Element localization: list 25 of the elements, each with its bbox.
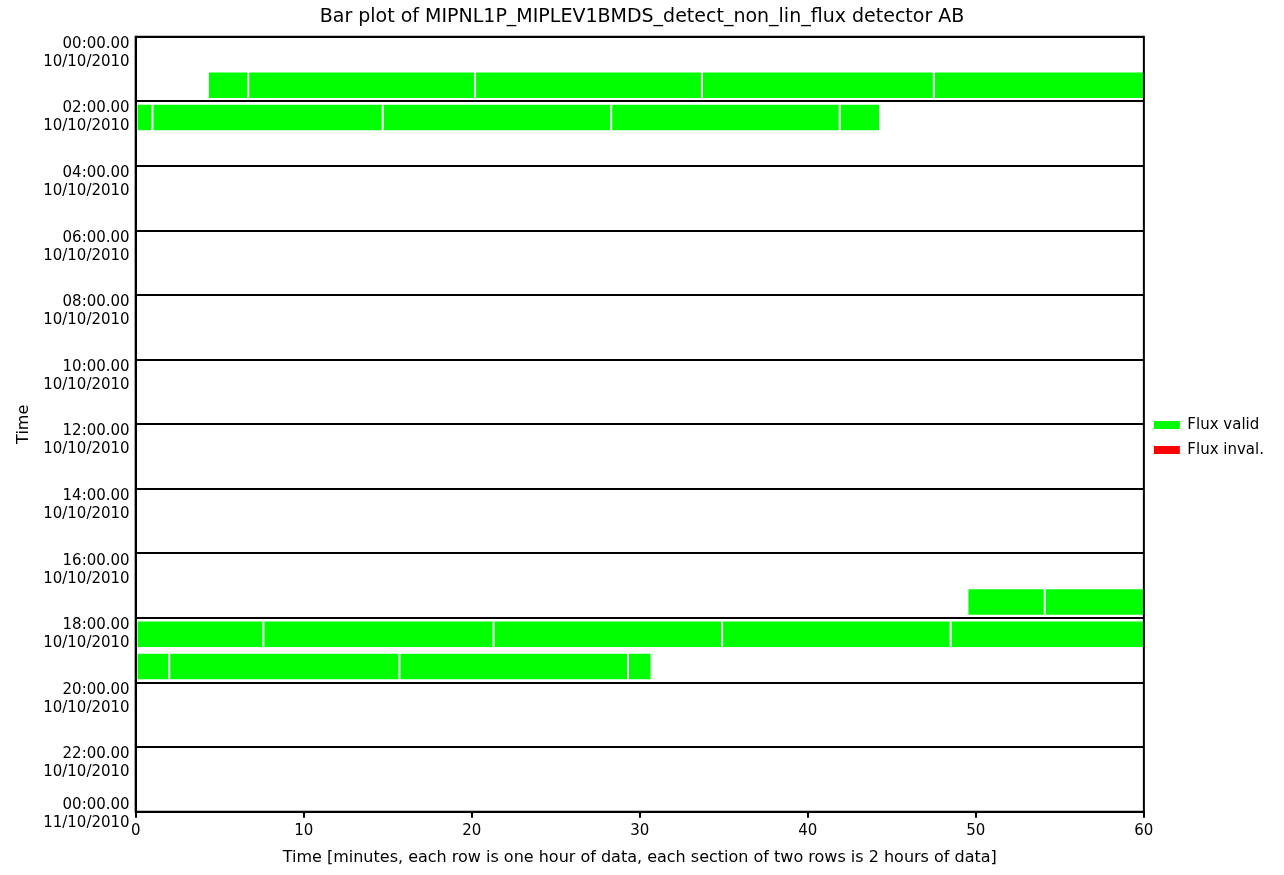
y-tick-label: 04:00.00 10/10/2010 [43,163,130,199]
legend-label: Flux valid [1187,414,1260,433]
y-tick-label: 22:00.00 10/10/2010 [43,744,130,781]
y-axis-title: Time [12,404,32,445]
x-tick-label: 50 [966,820,986,839]
x-axis-title: Time [minutes, each row is one hour of data, each section of two rows is 2 hours of data] [281,846,997,866]
y-tick-label: 14:00.00 10/10/2010 [43,485,130,522]
y-tick-label: 20:00.00 10/10/2010 [43,679,130,716]
y-tick-label: 12:00.00 10/10/2010 [43,421,130,458]
x-tick-label: 60 [1134,820,1154,839]
y-tick-label: 16:00.00 10/10/2010 [43,550,130,587]
x-tick-label: 20 [462,820,482,839]
y-tick-label: 02:00.00 10/10/2010 [43,98,130,135]
x-tick-label: 10 [294,820,314,839]
legend-label: Flux inval. [1187,439,1265,458]
y-tick-label: 06:00.00 10/10/2010 [43,227,130,264]
y-tick-label: 00:00.00 10/10/2010 [43,33,130,70]
y-tick-label: 18:00.00 10/10/2010 [43,615,130,652]
y-tick-label: 08:00.00 10/10/2010 [43,292,130,329]
x-tick-label: 0 [130,820,141,839]
y-tick-label: 10:00.00 10/10/2010 [43,356,130,393]
x-tick-label: 40 [798,820,818,839]
x-tick-label: 30 [630,820,650,839]
text: 00:00.00 11/10/2010 [43,794,130,831]
chart-title: Bar plot of MIPNL1P_MIPLEV1BMDS_detect_non_lin_flux detector AB [319,4,965,28]
